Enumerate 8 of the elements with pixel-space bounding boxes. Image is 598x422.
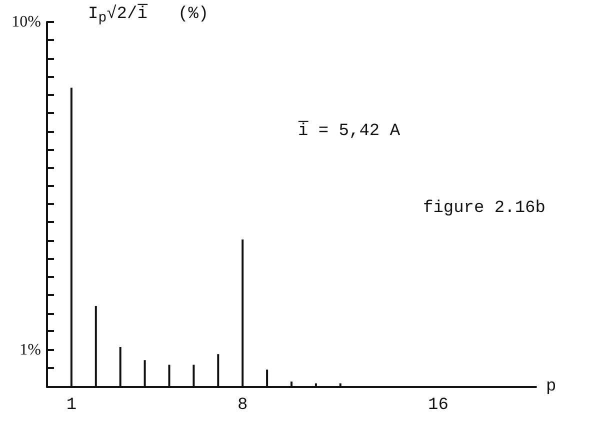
x-tick-label: 8 — [238, 396, 248, 415]
annotation: i̅ = 5,42 A — [298, 120, 401, 141]
x-tick-label: 1 — [66, 396, 77, 415]
x-axis-title: p — [546, 378, 556, 396]
y-tick-label: 1% — [20, 341, 41, 358]
y-tick-label: 10% — [12, 14, 41, 30]
x-tick-label: 16 — [428, 396, 448, 415]
annotation: figure 2.16b — [423, 199, 546, 218]
